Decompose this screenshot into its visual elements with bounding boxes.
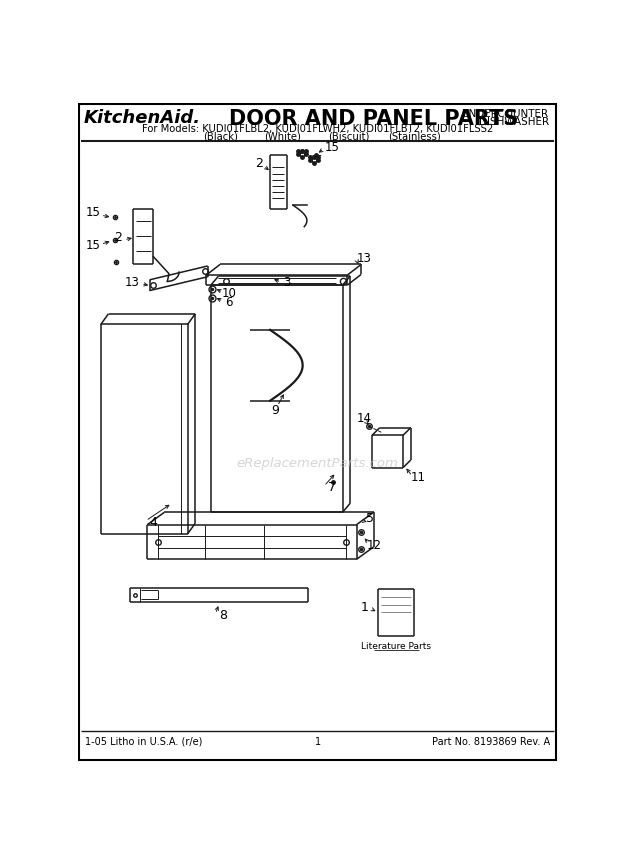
Text: 7: 7	[328, 481, 335, 494]
Text: 2: 2	[114, 231, 122, 244]
Text: 4: 4	[149, 516, 157, 529]
Text: 14: 14	[356, 412, 372, 425]
Text: 1: 1	[315, 737, 321, 746]
Text: 3: 3	[283, 276, 290, 289]
Text: 11: 11	[411, 471, 426, 484]
Text: Literature Parts: Literature Parts	[361, 642, 431, 651]
Text: 15: 15	[86, 239, 100, 252]
Text: 1: 1	[360, 601, 368, 614]
Text: UNDERCOUNTER: UNDERCOUNTER	[461, 109, 549, 119]
Text: 8: 8	[219, 609, 227, 622]
Text: 10: 10	[221, 287, 236, 300]
Text: 13: 13	[125, 276, 139, 288]
Text: (Stainless): (Stainless)	[388, 132, 441, 142]
Text: 1-05 Litho in U.S.A. (r/e): 1-05 Litho in U.S.A. (r/e)	[86, 737, 203, 746]
Text: DISHWASHER: DISHWASHER	[479, 116, 549, 127]
Text: Part No. 8193869 Rev. A: Part No. 8193869 Rev. A	[432, 737, 551, 746]
Text: For Models: KUDI01FLBL2, KUDI01FLWH2, KUDI01FLBT2, KUDI01FLSS2: For Models: KUDI01FLBL2, KUDI01FLWH2, KU…	[142, 124, 494, 134]
Text: 13: 13	[357, 252, 371, 265]
Text: (White): (White)	[265, 132, 301, 142]
Text: 15: 15	[324, 141, 339, 154]
Text: DOOR AND PANEL PARTS: DOOR AND PANEL PARTS	[229, 109, 518, 129]
Text: 2: 2	[255, 157, 263, 170]
Text: 5: 5	[366, 512, 374, 525]
Text: eReplacementParts.com: eReplacementParts.com	[237, 456, 399, 470]
Text: 9: 9	[271, 404, 279, 417]
Text: (Biscuit): (Biscuit)	[328, 132, 370, 142]
Text: KitchenAid.: KitchenAid.	[84, 109, 201, 127]
Text: 15: 15	[86, 206, 100, 219]
Text: (Black): (Black)	[203, 132, 238, 142]
Text: 12: 12	[367, 539, 382, 552]
Text: 6: 6	[225, 296, 232, 309]
